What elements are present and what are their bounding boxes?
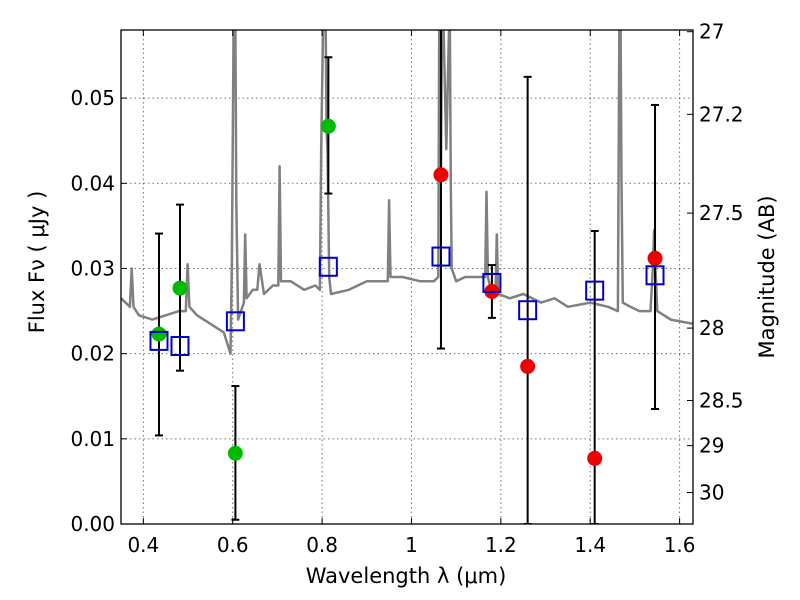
observed-red-point <box>520 358 536 374</box>
model-photometry-point <box>645 265 665 286</box>
right-tick-label: 28 <box>699 316 724 340</box>
right-tick-label: 27 <box>699 20 724 44</box>
observed-red-point <box>587 450 603 466</box>
y-tick-label: 0.05 <box>70 86 115 110</box>
x-tick-label: 0.8 <box>306 533 338 557</box>
model-photometry-point <box>585 280 605 301</box>
x-axis-label: Wavelength λ (μm) <box>306 564 507 588</box>
model-photometry-point <box>149 330 169 351</box>
y-axis-label-right: Magnitude (AB) <box>755 195 779 358</box>
observed-red-point <box>433 167 449 183</box>
x-tick-label: 0.6 <box>217 533 249 557</box>
y-tick-label: 0.00 <box>70 512 115 536</box>
model-photometry-point <box>170 335 190 356</box>
y-tick-label: 0.01 <box>70 427 115 451</box>
y-tick-label: 0.02 <box>70 342 115 366</box>
right-tick-label: 27.2 <box>699 102 744 126</box>
observed-green-point <box>172 280 188 296</box>
x-tick-label: 1.4 <box>574 533 606 557</box>
observed-green-point <box>320 118 336 134</box>
model-photometry-point <box>225 311 245 332</box>
x-tick-label: 1.2 <box>485 533 517 557</box>
x-tick-label: 0.4 <box>127 533 159 557</box>
tick-labels: 0.4 0.6 0.8 1 1.2 1.4 1.6 0.00 0.01 0.02 0.03 0.04 0… <box>70 20 743 557</box>
model-photometry-point <box>518 300 538 321</box>
spectrum-layer <box>121 30 693 355</box>
plot-frame <box>120 29 694 525</box>
y-tick-label: 0.04 <box>70 171 115 195</box>
right-tick-label: 30 <box>699 480 724 504</box>
x-tick-label: 1 <box>405 533 418 557</box>
model-spectrum-line <box>121 30 693 355</box>
right-tick-label: 27.5 <box>699 201 744 225</box>
y-tick-label: 0.03 <box>70 256 115 280</box>
model-photometry-point <box>431 246 451 267</box>
model-photometry-point <box>482 272 502 293</box>
observed-green-point <box>227 445 243 461</box>
right-tick-label: 29 <box>699 434 724 458</box>
x-tick-label: 1.6 <box>664 533 696 557</box>
tick-marks <box>121 30 693 525</box>
observed-red-point <box>647 250 663 266</box>
marker-layer <box>149 118 665 466</box>
observed-green-point <box>151 326 167 342</box>
right-tick-label: 28.5 <box>699 389 744 413</box>
model-photometry-point <box>318 256 338 277</box>
y-axis-label-left: Flux Fν ( μJy ) <box>25 191 49 334</box>
